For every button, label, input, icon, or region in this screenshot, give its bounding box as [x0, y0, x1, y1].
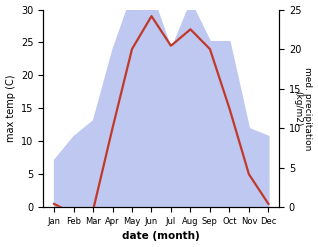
X-axis label: date (month): date (month) — [122, 231, 200, 242]
Y-axis label: med. precipitation
(kg/m2): med. precipitation (kg/m2) — [293, 67, 313, 150]
Y-axis label: max temp (C): max temp (C) — [5, 75, 16, 142]
